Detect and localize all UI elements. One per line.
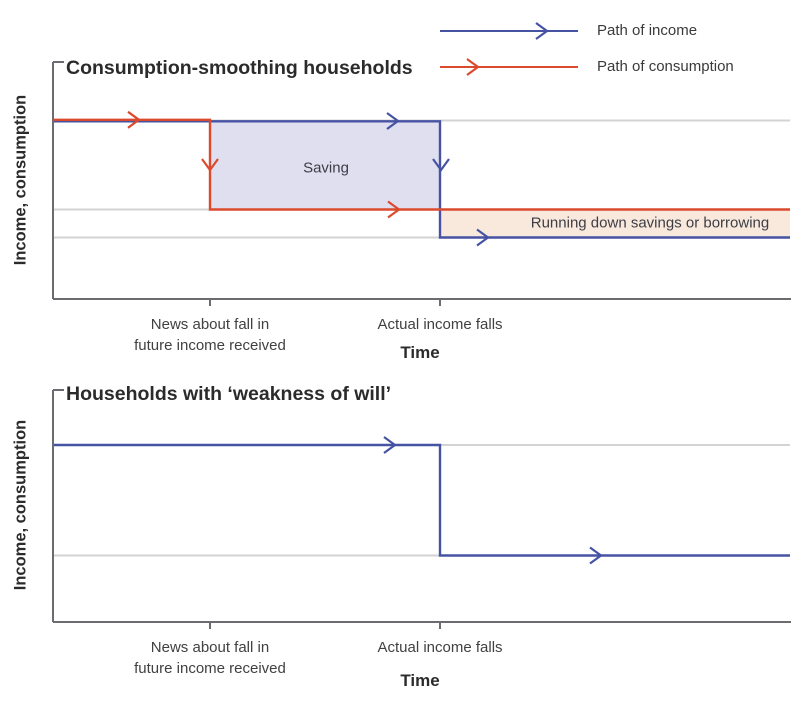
- path-of-income-arrow-down: [432, 158, 450, 172]
- tick-line: News about fall in: [150, 316, 270, 333]
- path-of-income-arrow-right: [476, 228, 490, 247]
- borrowing-region-label: Running down savings or borrowing: [530, 214, 770, 232]
- path-of-income-line: [54, 443, 790, 557]
- panel2-tick-actual: Actual income falls: [377, 637, 502, 658]
- panel2-title: Households with ‘weakness of will’: [66, 383, 392, 405]
- tick-line: Actual income falls: [377, 316, 503, 333]
- path-of-income-line: [54, 120, 790, 239]
- panel1-tick-news: News about fall in future income receive…: [134, 314, 286, 356]
- legend-label-income: Path of income: [597, 22, 698, 39]
- panel2-tick-news: News about fall in future income receive…: [134, 637, 286, 679]
- path-of-income-arrow-right: [383, 436, 397, 454]
- panel1-y-axis-label: Income, consumption: [11, 94, 30, 266]
- legend-path-of-consumption-arrow: [466, 58, 480, 76]
- panel2-y-axis-label: Income, consumption: [11, 419, 30, 591]
- tick-line: future income received: [134, 660, 286, 677]
- path-of-income-arrow-right: [386, 112, 400, 130]
- tick-line: News about fall in: [150, 639, 270, 656]
- legend-path-of-income-arrow: [535, 22, 549, 40]
- path-of-consumption-arrow-right: [387, 200, 401, 219]
- tick-line: future income received: [134, 337, 286, 354]
- path-of-consumption-arrow-down: [201, 158, 219, 172]
- panel1-x-axis-label: Time: [400, 343, 440, 362]
- path-of-income-arrow-right: [589, 546, 603, 565]
- panel2-x-axis-label: Time: [400, 671, 440, 690]
- path-of-consumption-line: [54, 118, 790, 211]
- panel1-tick-actual: Actual income falls: [377, 314, 502, 335]
- legend-label-consumption: Path of consumption: [597, 58, 734, 75]
- tick-line: Actual income falls: [377, 639, 503, 656]
- panel1-title: Consumption-smoothing households: [66, 57, 413, 79]
- path-of-consumption-arrow-right: [127, 110, 141, 129]
- running-down-savings-or-borrowing-region: [440, 209, 790, 238]
- saving-region: [210, 121, 440, 210]
- saving-region-label: Saving: [303, 159, 349, 177]
